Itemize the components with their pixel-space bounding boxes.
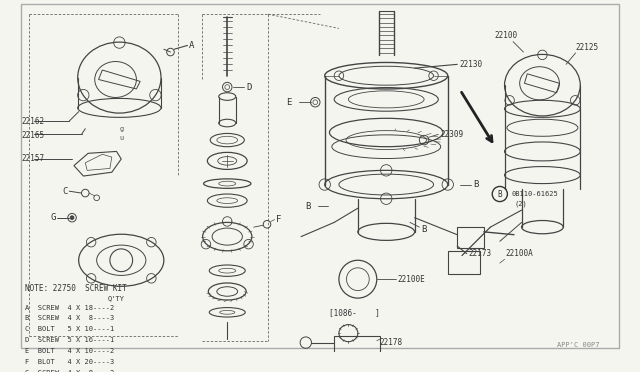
- Text: E: E: [286, 98, 292, 107]
- Text: F: F: [276, 215, 282, 224]
- Text: F  BLOT   4 X 20----3: F BLOT 4 X 20----3: [25, 359, 114, 365]
- Text: 22178: 22178: [380, 338, 403, 347]
- Text: D  SCREW  5 X 16----1: D SCREW 5 X 16----1: [25, 337, 114, 343]
- Text: u: u: [120, 135, 124, 141]
- Text: C: C: [63, 187, 68, 196]
- Text: G  SCREW  4 X  8----2: G SCREW 4 X 8----2: [25, 370, 114, 372]
- Text: Q'TY: Q'TY: [108, 295, 125, 301]
- Text: 22130: 22130: [459, 60, 483, 69]
- Text: B: B: [421, 225, 427, 234]
- Text: 22309: 22309: [440, 130, 463, 139]
- Text: B: B: [305, 202, 310, 211]
- Text: APP'C 00P7: APP'C 00P7: [557, 343, 599, 349]
- Text: B: B: [497, 189, 502, 199]
- Text: E  BOLT   4 X 10----2: E BOLT 4 X 10----2: [25, 348, 114, 354]
- Text: A  SCREW  4 X 18----2: A SCREW 4 X 18----2: [25, 305, 114, 311]
- Text: 22125: 22125: [575, 43, 598, 52]
- Text: NOTE: 22750  SCREW KIT: NOTE: 22750 SCREW KIT: [25, 284, 127, 293]
- Text: 0B110-61625: 0B110-61625: [511, 191, 558, 197]
- Text: B: B: [474, 180, 479, 189]
- Text: 22100A: 22100A: [506, 249, 533, 258]
- Text: 22100: 22100: [494, 32, 517, 41]
- Text: G: G: [51, 213, 56, 222]
- Text: 22165: 22165: [22, 131, 45, 140]
- Text: 22162: 22162: [22, 117, 45, 126]
- Text: 22173: 22173: [468, 249, 492, 258]
- Text: 22100E: 22100E: [397, 275, 426, 284]
- Text: A: A: [188, 41, 194, 50]
- Text: 22157: 22157: [22, 154, 45, 164]
- Bar: [457, 227, 484, 248]
- Text: D: D: [246, 83, 252, 92]
- Text: (2): (2): [514, 200, 527, 207]
- Text: g: g: [120, 126, 124, 132]
- Bar: [448, 251, 480, 273]
- Bar: [334, 336, 380, 362]
- Circle shape: [70, 216, 74, 219]
- Text: [1086-    ]: [1086- ]: [330, 308, 380, 317]
- Text: B  SCREW  4 X  8----3: B SCREW 4 X 8----3: [25, 315, 114, 321]
- Text: C  BOLT   5 X 10----1: C BOLT 5 X 10----1: [25, 326, 114, 332]
